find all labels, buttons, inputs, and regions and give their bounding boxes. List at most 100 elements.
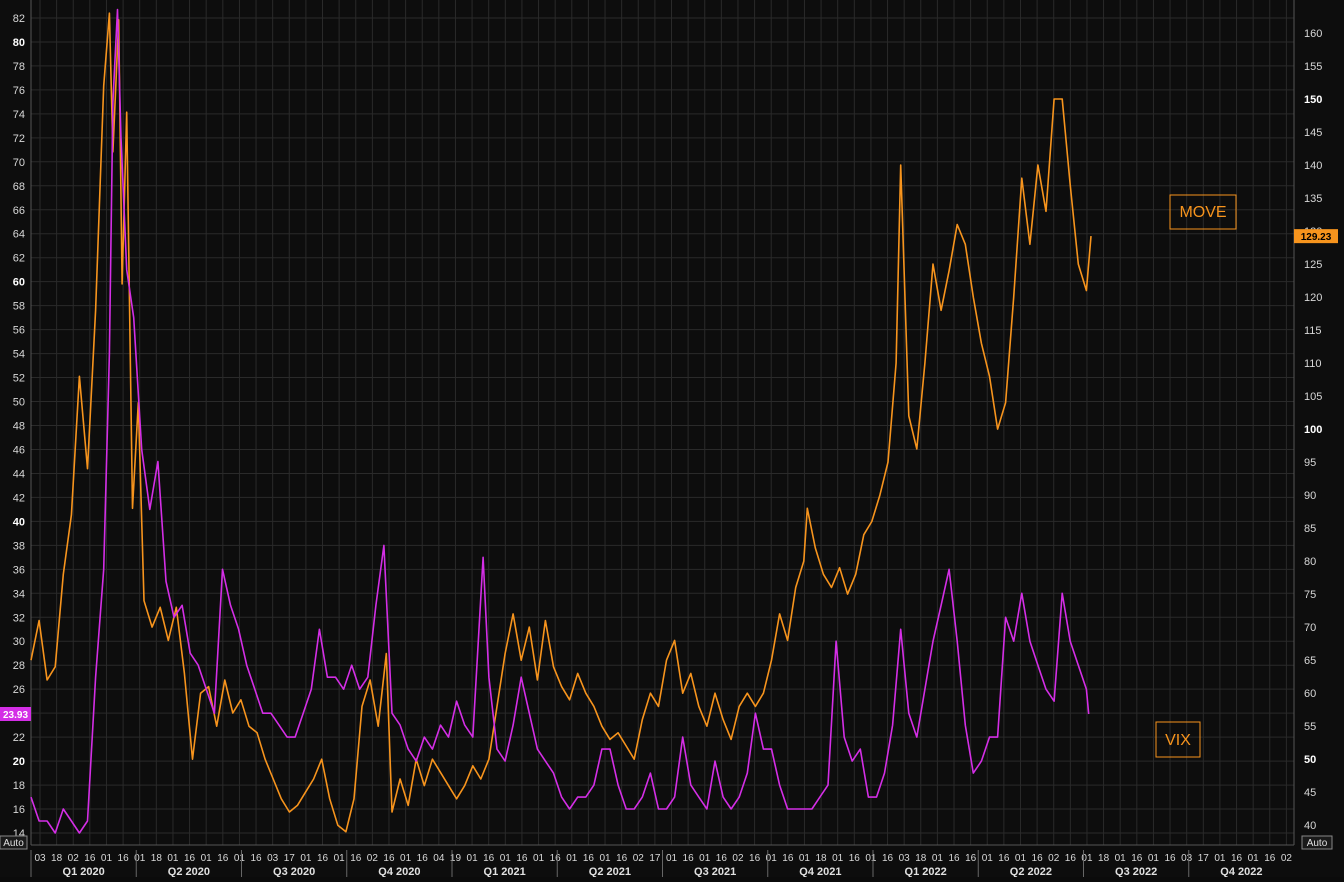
period-label: Q3 2022 — [1115, 866, 1157, 877]
right-tick-label: 110 — [1304, 358, 1322, 370]
x-tick-label: 01 — [134, 853, 146, 864]
right-tick-label: 80 — [1304, 556, 1316, 568]
x-tick-label: 18 — [816, 853, 828, 864]
left-tick-label: 34 — [13, 588, 25, 600]
x-tick-label: 03 — [899, 853, 911, 864]
x-tick-label: 16 — [1164, 853, 1176, 864]
annotation-box-vix — [1155, 721, 1201, 758]
last-value-move: 129.23 — [1301, 232, 1332, 243]
right-tick-label: 40 — [1304, 820, 1316, 832]
x-tick-label: 17 — [1198, 853, 1210, 864]
x-tick-label: 01 — [599, 853, 611, 864]
right-tick-label: 95 — [1304, 457, 1316, 469]
x-tick-label: 16 — [84, 853, 96, 864]
x-tick-label: 01 — [334, 853, 346, 864]
x-tick-label: 16 — [1264, 853, 1276, 864]
right-tick-label: 140 — [1304, 160, 1322, 172]
x-tick-label: 02 — [732, 853, 744, 864]
period-label: Q4 2020 — [378, 866, 420, 877]
x-tick-label: 01 — [1248, 853, 1260, 864]
x-tick-label: 03 — [267, 853, 279, 864]
x-tick-label: 01 — [799, 853, 811, 864]
left-tick-label: 30 — [13, 636, 25, 648]
x-tick-label: 16 — [217, 853, 229, 864]
left-tick-label: 44 — [13, 468, 25, 480]
x-tick-label: 01 — [766, 853, 778, 864]
period-label: Q1 2020 — [63, 866, 105, 877]
x-tick-label: 01 — [865, 853, 877, 864]
right-tick-label: 135 — [1304, 193, 1322, 205]
auto-button-left — [0, 835, 28, 850]
x-tick-label: 01 — [1214, 853, 1226, 864]
left-tick-label: 62 — [13, 253, 25, 265]
x-tick-label: 16 — [948, 853, 960, 864]
x-tick-label: 01 — [1015, 853, 1027, 864]
right-tick-label: 70 — [1304, 622, 1316, 634]
series-line-move — [30, 12, 1092, 833]
x-tick-label: 02 — [1048, 853, 1060, 864]
x-tick-label: 04 — [433, 853, 445, 864]
last-value-badge-move — [1294, 229, 1338, 244]
x-tick-label: 02 — [1281, 853, 1293, 864]
period-label: Q3 2020 — [273, 866, 315, 877]
x-tick-label: 16 — [882, 853, 894, 864]
left-tick-label: 72 — [13, 133, 25, 145]
x-tick-label: 18 — [1098, 853, 1110, 864]
right-tick-label: 150 — [1304, 94, 1322, 106]
left-tick-label: 70 — [13, 157, 25, 169]
x-tick-label: 18 — [51, 853, 63, 864]
x-tick-label: 03 — [34, 853, 46, 864]
right-tick-label: 125 — [1304, 259, 1322, 271]
series-line-vix — [30, 8, 1090, 834]
right-tick-label: 55 — [1304, 721, 1316, 733]
x-tick-label: 01 — [500, 853, 512, 864]
x-tick-label: 16 — [118, 853, 130, 864]
x-tick-label: 16 — [516, 853, 528, 864]
right-tick-label: 60 — [1304, 688, 1316, 700]
x-tick-label: 16 — [383, 853, 395, 864]
right-tick-label: 160 — [1304, 28, 1322, 40]
x-tick-label: 16 — [616, 853, 628, 864]
annotation-label-vix: VIX — [1165, 732, 1191, 749]
right-tick-label: 90 — [1304, 490, 1316, 502]
x-tick-label: 03 — [1181, 853, 1193, 864]
left-tick-label: 26 — [13, 684, 25, 696]
left-tick-label: 16 — [13, 804, 25, 816]
right-tick-label: 115 — [1304, 325, 1322, 337]
left-tick-label: 78 — [13, 61, 25, 73]
right-tick-label: 155 — [1304, 61, 1322, 73]
x-tick-label: 16 — [1032, 853, 1044, 864]
left-tick-label: 32 — [13, 612, 25, 624]
x-tick-label: 17 — [649, 853, 661, 864]
x-tick-label: 18 — [915, 853, 927, 864]
left-tick-label: 56 — [13, 325, 25, 337]
left-tick-label: 66 — [13, 205, 25, 217]
right-tick-label: 50 — [1304, 754, 1316, 766]
x-tick-label: 16 — [417, 853, 429, 864]
left-tick-label: 36 — [13, 564, 25, 576]
left-tick-label: 40 — [13, 516, 25, 528]
left-tick-label: 80 — [13, 37, 25, 49]
right-tick-label: 100 — [1304, 424, 1322, 436]
left-tick-label: 60 — [13, 277, 25, 289]
last-value-vix: 23.93 — [3, 710, 28, 721]
left-tick-label: 48 — [13, 420, 25, 432]
x-tick-label: 16 — [350, 853, 362, 864]
left-tick-label: 28 — [13, 660, 25, 672]
x-tick-label: 16 — [965, 853, 977, 864]
x-tick-label: 16 — [716, 853, 728, 864]
x-tick-label: 01 — [167, 853, 179, 864]
x-tick-label: 01 — [566, 853, 578, 864]
x-tick-label: 01 — [234, 853, 246, 864]
x-tick-label: 18 — [151, 853, 163, 864]
x-tick-label: 16 — [1231, 853, 1243, 864]
x-tick-label: 16 — [184, 853, 196, 864]
annotation-label-move: MOVE — [1179, 204, 1226, 221]
left-tick-label: 50 — [13, 397, 25, 409]
x-tick-label: 01 — [982, 853, 994, 864]
x-tick-label: 16 — [998, 853, 1010, 864]
x-tick-label: 16 — [683, 853, 695, 864]
auto-button-right — [1301, 835, 1333, 850]
period-label: Q3 2021 — [694, 866, 736, 877]
